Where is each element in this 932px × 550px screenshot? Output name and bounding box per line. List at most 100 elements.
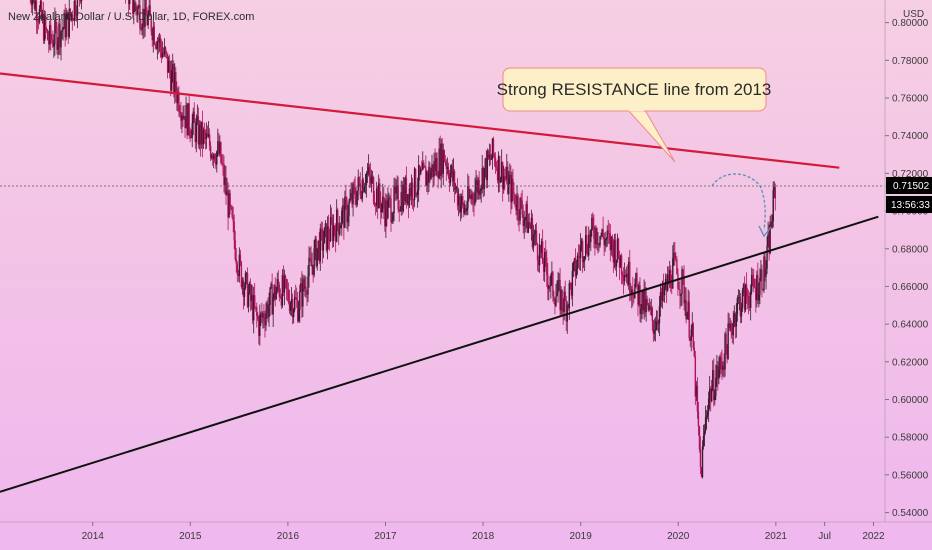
- candle-body: [467, 186, 469, 209]
- price-axis-label: 0.58000: [892, 433, 929, 444]
- candle-body: [528, 221, 531, 226]
- candle-body: [461, 196, 463, 206]
- candle-body: [236, 263, 238, 274]
- price-axis-label: 0.72000: [892, 169, 929, 180]
- candle-body: [479, 190, 481, 195]
- candle-body: [580, 240, 583, 246]
- candle-body: [761, 269, 763, 290]
- candle-body: [127, 0, 130, 5]
- candle-body: [174, 72, 176, 93]
- candle-body: [363, 186, 366, 192]
- candle-body: [421, 169, 423, 171]
- resistance-trendline[interactable]: [0, 72, 840, 169]
- candle-body: [76, 0, 79, 16]
- candle-body: [513, 192, 515, 195]
- candle-body: [386, 200, 388, 219]
- countdown-label: 13:56:33: [891, 200, 930, 211]
- candle-body: [620, 255, 623, 275]
- candle-body: [571, 270, 574, 296]
- candle-body: [303, 279, 305, 289]
- candle-body: [466, 208, 468, 211]
- candle-body: [356, 190, 358, 205]
- candle-body: [147, 15, 149, 26]
- candle-body: [734, 313, 737, 327]
- candle-body: [771, 221, 773, 228]
- candle-body: [213, 154, 215, 160]
- candle-body: [359, 183, 361, 196]
- candle-body: [200, 121, 203, 145]
- candle-body: [262, 313, 264, 318]
- time-axis[interactable]: 2014 2015 2016 2017 2018 2019 2020 2021 Jul 2022: [82, 522, 885, 542]
- candle-body: [182, 115, 184, 119]
- candle-body: [212, 155, 214, 160]
- candle-body: [48, 40, 50, 45]
- candle-body: [473, 200, 475, 204]
- candle-body: [743, 284, 746, 311]
- candle-body: [418, 165, 421, 175]
- candle-body: [740, 307, 743, 317]
- candle-body: [745, 284, 748, 296]
- price-axis[interactable]: 0.54000 0.56000 0.58000 0.60000 0.62000 0.640…: [885, 18, 929, 519]
- candle-body: [142, 8, 144, 28]
- candle-body: [194, 122, 196, 143]
- candle-body: [349, 198, 351, 202]
- candle-body: [493, 154, 496, 159]
- price-axis-label: 0.54000: [892, 508, 929, 519]
- candle-body: [43, 16, 46, 41]
- candle-body: [133, 10, 135, 14]
- candle-body: [319, 228, 321, 262]
- candle-body: [685, 299, 687, 320]
- candle-body: [361, 179, 364, 199]
- candle-body: [58, 23, 60, 43]
- candle-body: [483, 168, 485, 190]
- candle-body: [541, 241, 544, 264]
- candle-body: [742, 284, 745, 291]
- candle-body: [453, 171, 456, 190]
- candle-body: [445, 162, 448, 169]
- candle-body: [654, 329, 657, 331]
- candle-body: [451, 165, 454, 182]
- candle-body: [385, 200, 387, 227]
- candle-body: [397, 185, 399, 210]
- candle-body: [444, 161, 447, 163]
- candle-body: [322, 243, 325, 251]
- candle-body: [300, 283, 302, 292]
- candle-body: [671, 287, 673, 289]
- candle-body: [411, 182, 414, 200]
- price-axis-label: 0.78000: [892, 56, 929, 67]
- candle-body: [687, 301, 689, 314]
- candle-body: [378, 183, 380, 209]
- candle-body: [381, 204, 383, 213]
- candle-body: [330, 217, 333, 222]
- candle-body: [36, 20, 39, 22]
- candle-body: [717, 365, 719, 379]
- candle-body: [764, 256, 766, 277]
- candle-body: [458, 196, 461, 212]
- candle-body: [552, 272, 554, 297]
- candle-body: [497, 155, 500, 181]
- candle-body: [254, 295, 256, 307]
- time-axis-label: Jul: [818, 531, 831, 542]
- candle-body: [331, 221, 334, 241]
- candle-body: [747, 296, 750, 305]
- candle-body: [499, 177, 502, 183]
- candle-body: [575, 268, 578, 277]
- support-trendline[interactable]: [0, 215, 879, 493]
- candle-body: [312, 264, 314, 275]
- candle-body: [272, 297, 274, 315]
- candle-body: [146, 15, 148, 26]
- candle-body: [577, 255, 580, 257]
- candle-body: [143, 8, 145, 27]
- candle-body: [532, 235, 535, 248]
- candle-body: [150, 15, 152, 32]
- candle-body: [375, 188, 378, 206]
- candle-body: [533, 234, 536, 236]
- candle-body: [710, 388, 712, 402]
- candle-body: [656, 320, 659, 324]
- time-axis-label: 2017: [374, 531, 397, 542]
- candle-body: [239, 254, 242, 263]
- candle-body: [286, 288, 289, 290]
- candle-body: [652, 320, 655, 334]
